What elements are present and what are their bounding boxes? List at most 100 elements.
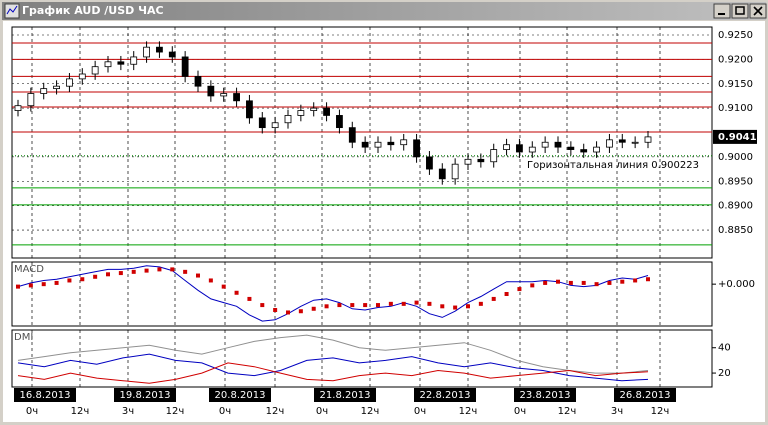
candle-body [593,146,600,153]
candle-body [528,146,536,153]
signal-dot [144,268,149,273]
panel-title: DMI [14,332,33,343]
signal-dot [311,306,316,311]
candle-body [503,144,510,150]
signal-dot [491,296,496,301]
candle-body [27,93,35,107]
indicator-line [17,265,649,322]
signal-dot [106,272,110,277]
minimize-button[interactable] [713,3,731,19]
panel-frame [11,261,713,327]
date-box [14,388,76,402]
signal-dot [414,300,419,305]
y-tick-label: 0.9150 [718,79,753,90]
candle-body [168,51,176,58]
close-button[interactable] [749,3,767,19]
signal-dot [80,277,85,282]
y-tick-label: 40 [718,343,731,354]
candle-body [477,158,485,163]
date-box [614,388,676,402]
candle-body [516,144,523,153]
hour-label: 0ч [219,406,231,417]
signal-dot [41,282,46,287]
candle-body [194,76,202,87]
signal-dot [131,269,136,274]
candle-body [284,115,292,124]
panel-title: MACD [14,264,44,275]
indicator-line [17,362,649,384]
signal-dot [568,280,573,285]
candle-body [361,141,369,148]
date-label: 21.8.2013 [320,390,371,401]
candle-body [413,139,420,158]
signal-dot [350,303,355,308]
candle-body [348,127,356,143]
candle-body [271,122,279,129]
maximize-button[interactable] [731,3,749,19]
candle-body [374,141,382,148]
y-tick-label: 20 [718,368,731,379]
signal-dot [504,292,509,296]
candle-body [91,66,99,75]
hour-label: 3ч [611,406,623,417]
window-icon-glyph [6,5,18,15]
signal-dot [247,296,252,301]
candle-body [14,105,22,111]
candle-body [104,61,112,68]
signal-dot [298,309,303,314]
candle-body [207,85,215,97]
candle-body [233,93,240,102]
candle-body [53,85,60,90]
signal-dot [556,279,560,284]
date-box [114,388,176,402]
candle-body [181,56,189,77]
date-box [314,388,376,402]
date-box [414,388,476,402]
date-label: 16.8.2013 [20,390,71,401]
hour-label: 3ч [122,406,134,417]
signal-dot [440,304,445,309]
signal-dot [16,284,20,289]
hour-label: 12ч [361,406,380,417]
window-title: График AUD /USD ЧАС [22,4,164,17]
signal-dot [388,301,393,306]
y-tick-label: +0.000 [718,279,755,290]
signal-dot [581,280,586,285]
signal-dot [67,278,72,283]
signal-dot [466,304,470,309]
candle-body [541,141,549,148]
signal-dot [530,283,535,288]
y-tick-label: 0.9250 [718,30,753,41]
candle-body [156,46,163,53]
signal-dot [427,301,432,306]
signal-dot [324,304,329,309]
candle-body [310,107,318,111]
signal-dot [607,280,612,285]
indicator-line [17,353,649,382]
candle-body [40,88,48,94]
signal-dot [54,280,59,285]
candle-body [220,93,228,97]
candle-body [143,46,150,58]
signal-dot [170,267,175,272]
candle-body [426,156,433,170]
candle-body [66,78,73,87]
hour-label: 12ч [459,406,478,417]
signal-dot [646,277,650,282]
candle-body [258,117,266,129]
signal-dot [517,287,522,292]
date-label: 23.8.2013 [520,390,571,401]
candle-body [464,158,472,165]
signal-dot [286,310,290,315]
date-label: 20.8.2013 [215,390,266,401]
signal-dot [337,303,342,308]
y-tick-label: 0.8900 [718,201,753,212]
hour-label: 12ч [558,406,577,417]
signal-dot [633,278,638,283]
horizontal-line-label: Горизонтальная линия 0.900223 [527,160,699,171]
date-label: 22.8.2013 [420,390,471,401]
candle-body [130,56,138,65]
signal-dot [93,274,98,279]
last-price-box [713,129,757,144]
